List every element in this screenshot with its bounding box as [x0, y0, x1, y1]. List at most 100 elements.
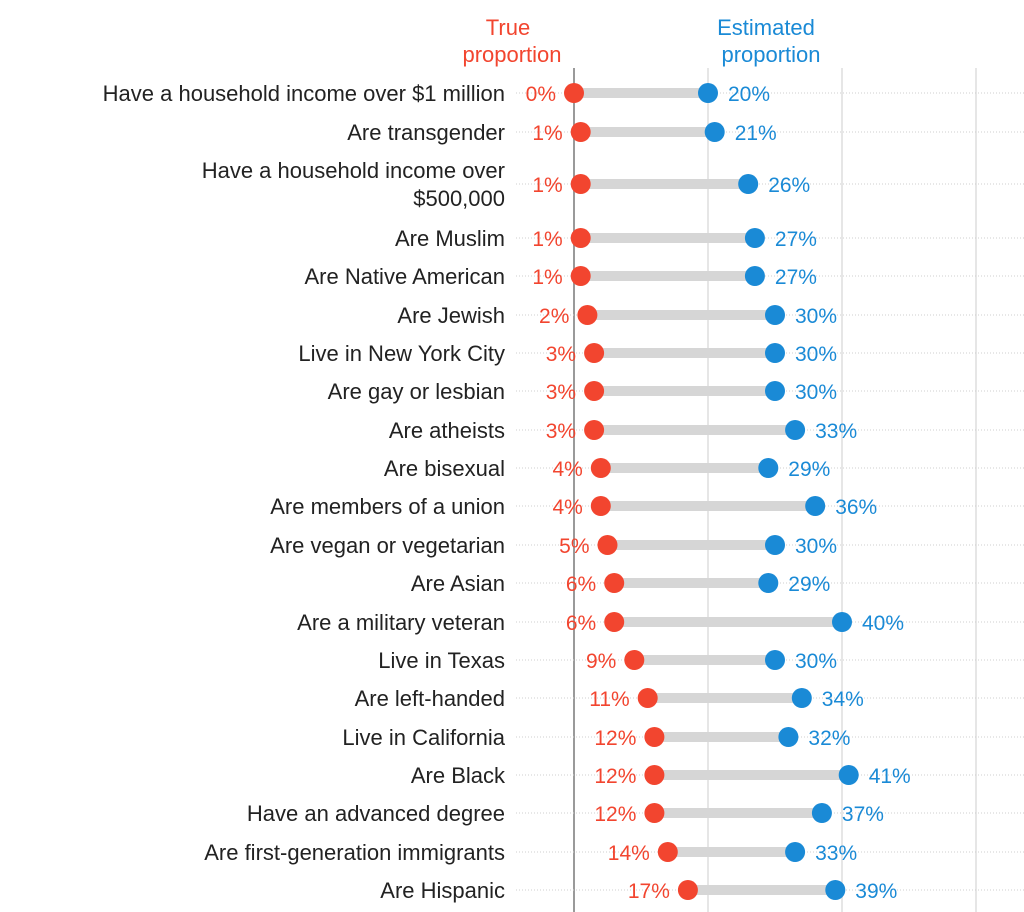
true-proportion-label: 5% — [559, 535, 589, 558]
estimated-proportion-dot — [698, 83, 718, 103]
estimated-proportion-dot — [811, 803, 832, 823]
estimated-proportion-label: 20% — [728, 83, 770, 106]
category-label: Are left-handed — [355, 686, 505, 711]
estimated-proportion-label: 30% — [795, 381, 837, 404]
estimated-proportion-dot — [825, 880, 846, 900]
estimated-proportion-label: 39% — [855, 880, 897, 903]
category-label: Are gay or lesbian — [328, 379, 505, 404]
category-label: Have a household income over $1 million — [103, 81, 505, 106]
true-proportion-label: 1% — [532, 266, 562, 289]
estimated-proportion-label: 40% — [862, 612, 904, 635]
estimated-proportion-label: 33% — [815, 842, 857, 865]
true-proportion-label: 0% — [526, 83, 556, 106]
true-proportion-label: 1% — [532, 174, 562, 197]
category-label: Live in California — [342, 725, 505, 750]
true-proportion-dot — [604, 573, 625, 593]
estimated-proportion-label: 36% — [835, 496, 877, 519]
true-proportion-label: 17% — [628, 880, 670, 903]
true-proportion-dot — [590, 458, 611, 478]
true-proportion-label: 1% — [532, 228, 562, 251]
true-proportion-label: 2% — [539, 305, 569, 328]
estimated-proportion-dot — [758, 573, 779, 593]
category-label: Are Black — [411, 763, 506, 788]
estimated-proportion-label: 27% — [775, 266, 817, 289]
category-label: Are bisexual — [384, 456, 505, 481]
dumbbell-dots — [564, 83, 859, 900]
estimated-proportion-dot — [765, 535, 785, 555]
true-proportion-label: 9% — [586, 650, 616, 673]
estimated-proportion-dot — [758, 458, 779, 478]
true-proportion-dot — [590, 496, 611, 516]
category-label: Are transgender — [347, 120, 505, 145]
dumbbell-bars — [574, 88, 849, 895]
category-label: Are Asian — [411, 571, 505, 596]
true-proportion-label: 4% — [552, 458, 582, 481]
estimated-proportion-label: 33% — [815, 420, 857, 443]
category-label: Live in Texas — [378, 648, 505, 673]
true-proportion-dot — [564, 83, 584, 103]
estimated-proportion-label: 41% — [869, 765, 911, 788]
estimated-proportion-dot — [805, 496, 826, 516]
true-proportion-dot — [644, 765, 665, 785]
estimated-proportion-dot — [765, 305, 785, 325]
true-proportion-dot — [570, 122, 591, 142]
true-proportion-label: 3% — [546, 381, 576, 404]
estimated-proportion-dot — [832, 612, 852, 632]
true-proportion-label: 3% — [546, 343, 576, 366]
true-proportion-dot — [584, 343, 605, 363]
estimated-proportion-label: 29% — [788, 573, 830, 596]
legend-true-line2: proportion — [462, 42, 561, 67]
value-labels: 0% 20% 1% 21% 1% 26% 1% 27% 1% 27% 2% 30% 3% 30% 3% 30%… — [526, 83, 911, 903]
legend: True proportion Estimated proportion — [462, 15, 820, 67]
category-label: $500,000 — [413, 186, 505, 211]
estimated-proportion-dot — [838, 765, 859, 785]
true-proportion-dot — [677, 880, 698, 900]
true-proportion-label: 12% — [594, 803, 636, 826]
category-label: Are Muslim — [395, 226, 505, 251]
category-label: Are members of a union — [270, 494, 505, 519]
true-proportion-dot — [577, 305, 598, 325]
true-proportion-dot — [657, 842, 678, 862]
estimated-proportion-dot — [791, 688, 812, 708]
estimated-proportion-label: 32% — [808, 727, 850, 750]
category-label: Have a household income over — [202, 158, 505, 183]
category-label: Are Jewish — [397, 303, 505, 328]
estimated-proportion-dot — [785, 420, 806, 440]
estimated-proportion-label: 29% — [788, 458, 830, 481]
category-label: Live in New York City — [298, 341, 505, 366]
estimated-proportion-dot — [778, 727, 799, 747]
estimated-proportion-label: 30% — [795, 305, 837, 328]
true-proportion-label: 4% — [552, 496, 582, 519]
true-proportion-dot — [584, 381, 605, 401]
category-label: Are vegan or vegetarian — [270, 533, 505, 558]
estimated-proportion-dot — [704, 122, 725, 142]
true-proportion-label: 3% — [546, 420, 576, 443]
true-proportion-dot — [597, 535, 618, 555]
true-proportion-label: 12% — [594, 727, 636, 750]
estimated-proportion-dot — [765, 343, 785, 363]
true-proportion-label: 11% — [589, 688, 629, 711]
category-label: Are Native American — [304, 264, 505, 289]
category-labels: Have a household income over $1 million A… — [103, 81, 506, 903]
estimated-proportion-dot — [744, 228, 765, 248]
true-proportion-dot — [584, 420, 605, 440]
estimated-proportion-label: 37% — [842, 803, 884, 826]
category-label: Are Hispanic — [380, 878, 505, 903]
estimated-proportion-dot — [765, 381, 785, 401]
category-label: Are atheists — [389, 418, 505, 443]
true-proportion-dot — [624, 650, 645, 670]
estimated-proportion-label: 27% — [775, 228, 817, 251]
estimated-proportion-label: 34% — [822, 688, 864, 711]
true-proportion-label: 14% — [608, 842, 650, 865]
estimated-proportion-dot — [738, 174, 759, 194]
estimated-proportion-label: 30% — [795, 343, 837, 366]
legend-estimated-line1: Estimated — [717, 15, 815, 40]
true-proportion-dot — [570, 174, 591, 194]
legend-true-line1: True — [486, 15, 530, 40]
true-proportion-label: 6% — [566, 573, 596, 596]
true-proportion-dot — [570, 266, 591, 286]
category-label: Are a military veteran — [297, 610, 505, 635]
category-label: Are first-generation immigrants — [204, 840, 505, 865]
estimated-proportion-label: 26% — [768, 174, 810, 197]
